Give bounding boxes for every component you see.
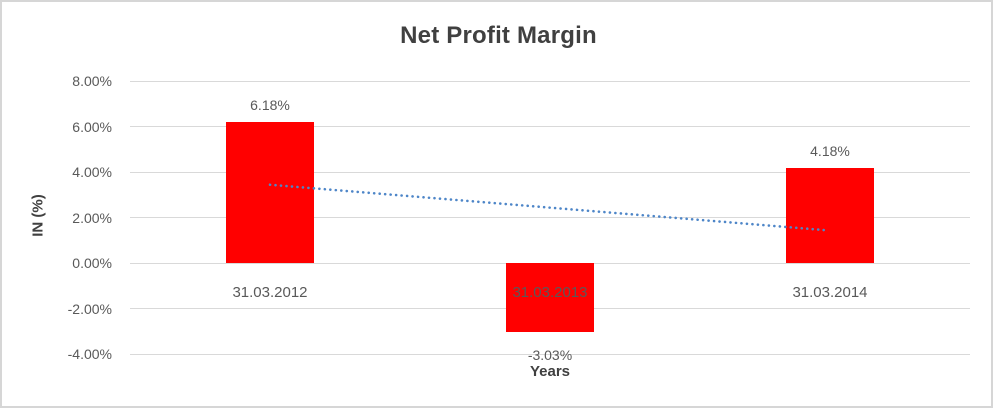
y-tick-label: 0.00% [72,255,112,271]
y-tick-label: 6.00% [72,118,112,135]
y-tick-label: 2.00% [72,209,112,226]
y-axis-title: IN (%) [29,194,47,237]
bar-value-label: -3.03% [527,346,573,363]
gridline [130,80,970,82]
trendline [268,183,828,232]
y-tick-label: -4.00% [67,346,112,362]
x-axis-title: Years [529,363,571,380]
bar-category-label: 31.03.2013 [512,284,588,301]
bar [786,167,874,263]
gridline [130,171,970,173]
bar-value-label: 4.18% [810,142,850,159]
gridline [130,353,970,355]
bar-category-label: 31.03.2012 [232,284,308,301]
bar-value-label: 6.18% [250,97,290,114]
bar [506,263,594,332]
bar [226,122,314,263]
y-tick-label: 4.00% [72,164,112,180]
bar-category-label: 31.03.2014 [792,284,868,301]
chart-title: Net Profit Margin [400,22,597,49]
gridline [130,126,970,127]
y-tick-label: 8.00% [72,73,112,89]
y-tick-label: -2.00% [67,300,112,317]
